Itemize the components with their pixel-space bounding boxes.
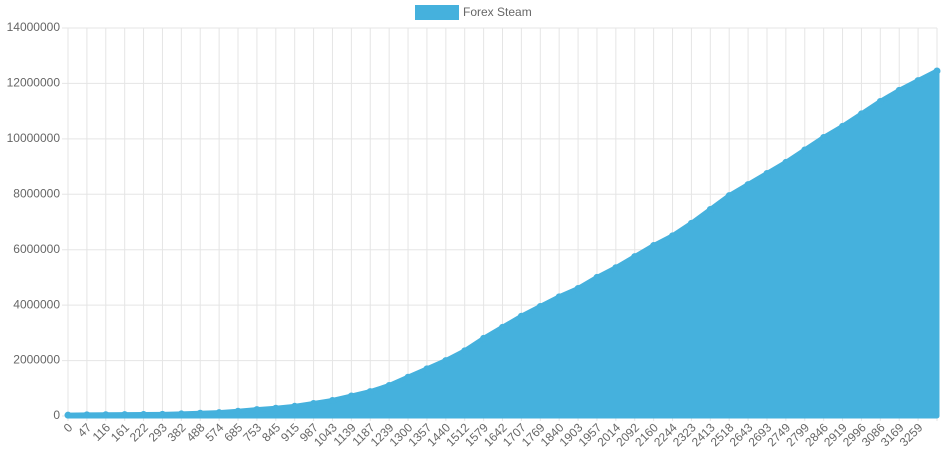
point [725,192,733,200]
point [914,77,922,85]
point [140,410,148,418]
point [744,181,752,189]
point [631,253,639,261]
point [555,293,563,301]
point [234,407,242,415]
point [253,406,261,414]
point [347,392,355,400]
point [650,242,658,250]
y-tick-label: 0 [53,408,60,422]
point [215,409,223,417]
point [876,97,884,105]
point [687,219,695,227]
y-tick-label: 14000000 [7,20,61,34]
point [517,312,525,320]
point [423,365,431,373]
legend-item: Forex Steam [415,5,532,20]
point [480,334,488,342]
point [895,86,903,94]
y-tick-label: 4000000 [13,297,60,311]
legend-label: Forex Steam [463,5,532,19]
point [706,206,714,214]
point [442,357,450,365]
point [574,285,582,293]
point [499,323,506,331]
y-tick-label: 10000000 [7,131,61,145]
y-tick-label: 12000000 [7,76,61,90]
point [291,402,299,410]
point [461,347,469,355]
point [801,146,809,154]
point [385,382,393,390]
legend-swatch [415,5,459,20]
point [328,396,336,404]
point [366,388,374,396]
point [196,409,204,417]
point [593,273,601,281]
point [272,404,280,412]
point [763,170,771,177]
y-tick-label: 2000000 [13,353,60,367]
x-tick-label: 0 [61,420,76,435]
y-tick-label: 6000000 [13,242,60,256]
point [612,264,620,272]
point [310,400,318,408]
point [158,410,166,418]
point [933,67,941,75]
x-tick-label: 3259 [897,420,926,449]
point [782,158,790,166]
point [102,411,110,419]
point [669,232,677,240]
point [839,122,847,130]
y-tick-label: 8000000 [13,186,60,200]
point [177,410,185,418]
point [536,303,544,311]
point [121,411,129,419]
point [64,411,72,419]
point [857,110,865,118]
point [404,373,412,381]
point [83,411,91,419]
point [820,133,828,141]
